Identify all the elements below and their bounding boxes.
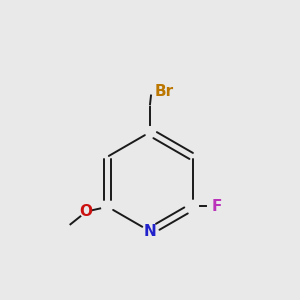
Text: Br: Br (155, 84, 174, 99)
Text: F: F (212, 199, 222, 214)
Text: N: N (144, 224, 156, 239)
Text: O: O (79, 204, 92, 219)
